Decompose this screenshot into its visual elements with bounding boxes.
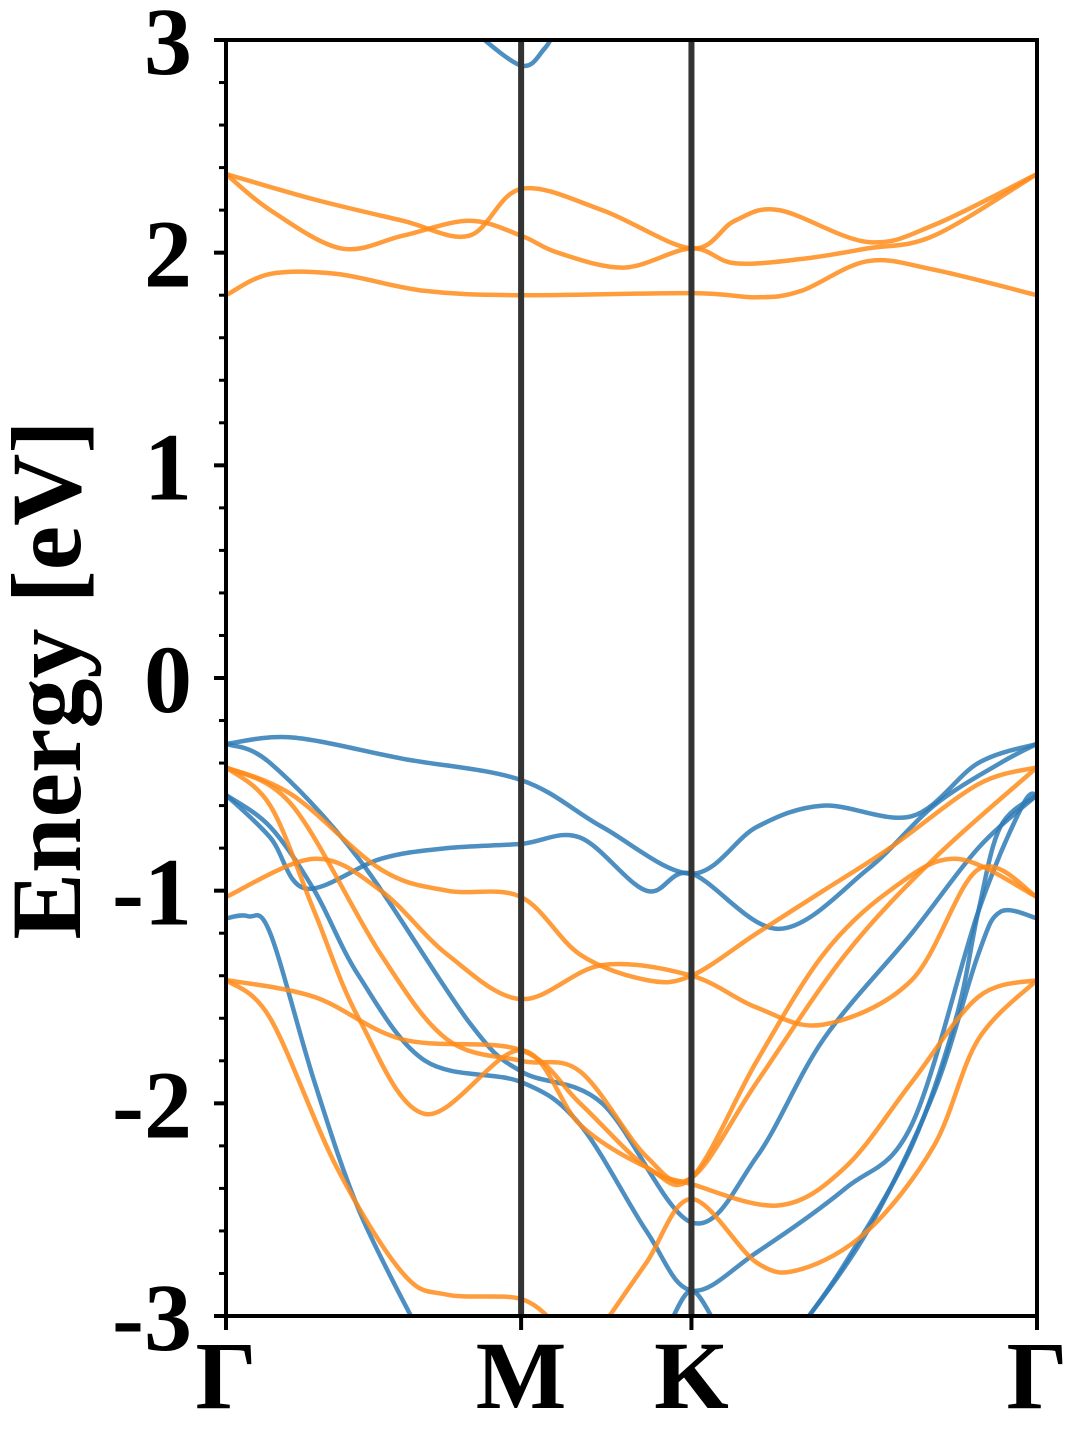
band-line-spin-b-14	[226, 765, 1037, 1188]
x-tick-label: Γ	[1006, 1322, 1067, 1429]
y-tick-label: 1	[144, 413, 192, 520]
band-line-spin-b-1	[226, 171, 1037, 270]
band-line-spin-b-12	[226, 765, 1037, 985]
band-line-spin-a-5	[226, 741, 1037, 1226]
x-tick-label: Γ	[195, 1322, 256, 1429]
kpoint-separator-lines	[518, 40, 695, 1316]
band-line-spin-a-6	[226, 741, 1037, 932]
y-tick-label: 3	[144, 0, 192, 95]
x-tick-label: K	[654, 1322, 729, 1429]
band-lines	[226, 40, 1037, 1316]
y-axis-label: Energy [eV]	[0, 420, 102, 939]
band-line-spin-b-13	[226, 856, 1037, 1028]
band-line-spin-b-16	[226, 977, 551, 1316]
y-axis-ticks: -3 -2 -1 0 1 2 3	[112, 0, 226, 1371]
band-line-spin-b-15	[226, 977, 1037, 1208]
band-line-spin-b-0	[226, 257, 1037, 300]
band-line-spin-a-3	[481, 40, 554, 69]
y-tick-label: 0	[144, 626, 192, 733]
band-line-spin-b-18	[226, 765, 1037, 1185]
band-line-spin-a-8	[226, 913, 414, 1316]
y-tick-label: -3	[112, 1264, 192, 1371]
band-line-spin-b-2	[226, 171, 1037, 251]
x-tick-label: M	[476, 1322, 567, 1429]
band-line-spin-a-4	[226, 734, 1037, 876]
y-tick-label: -1	[112, 839, 192, 946]
band-line-spin-b-17	[606, 977, 1037, 1316]
y-tick-label: 2	[144, 201, 192, 308]
y-tick-label: -2	[112, 1051, 192, 1158]
